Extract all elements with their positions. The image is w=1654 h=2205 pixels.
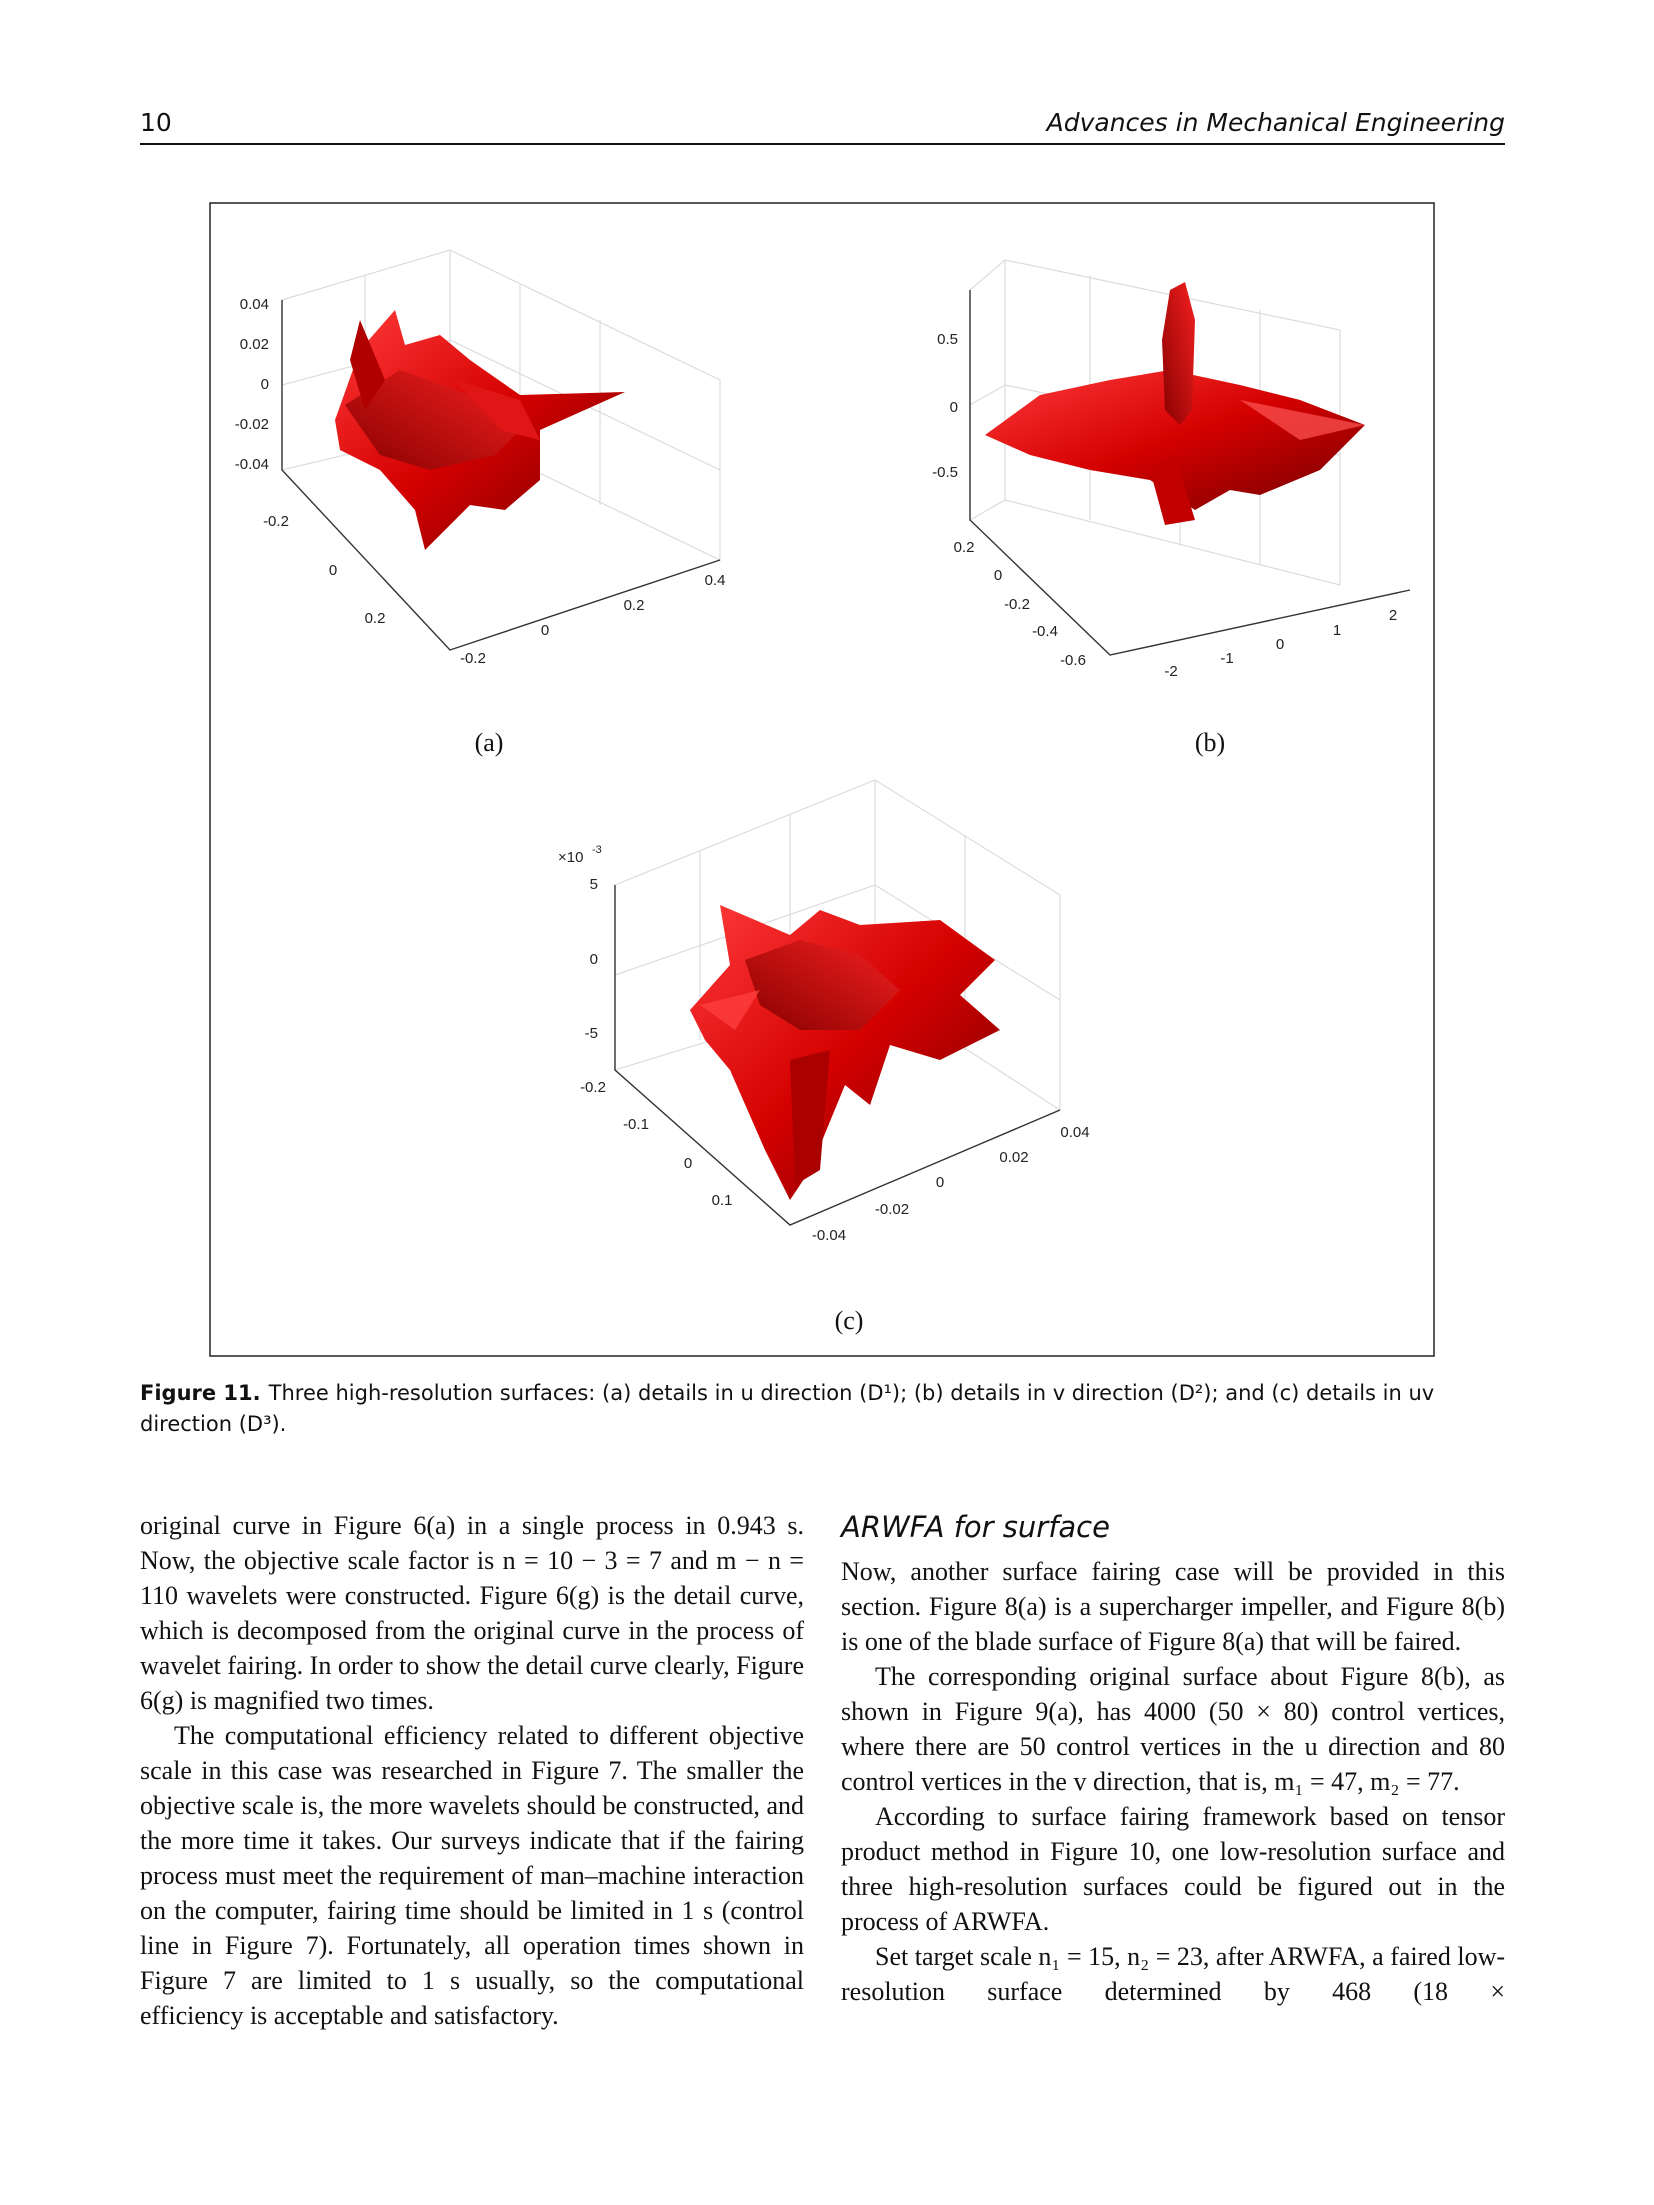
y-tick-label: 0.1 xyxy=(712,1192,733,1209)
y-tick-label: -0.2 xyxy=(580,1079,606,1096)
journal-name: Advances in Mechanical Engineering xyxy=(1046,108,1505,137)
section-heading: ARWFA for surface xyxy=(841,1510,1110,1544)
z-tick-label: -5 xyxy=(585,1025,598,1042)
figure: 0.04 0.02 0 -0.02 -0.04 -0.2 0 0.2 -0.2 … xyxy=(209,202,1435,1357)
y-tick-label: 0 xyxy=(684,1155,692,1172)
z-tick-label: -0.02 xyxy=(235,416,269,433)
y-tick-label: -0.1 xyxy=(623,1116,649,1133)
z-tick-label: -0.04 xyxy=(235,456,269,473)
figure-frame xyxy=(209,202,1435,1357)
axis-multiplier-exponent: -3 xyxy=(592,844,602,856)
panel-label: (c) xyxy=(835,1306,864,1335)
x-tick-label: -0.04 xyxy=(812,1227,846,1244)
x-tick-label: 0.2 xyxy=(624,597,645,614)
x-tick-label: 0 xyxy=(1276,636,1284,653)
z-tick-label: 0.02 xyxy=(240,336,269,353)
caption-label: Figure 11. xyxy=(140,1381,261,1405)
x-tick-label: 0.04 xyxy=(1060,1124,1089,1141)
right-column: ARWFA for surface Now, another surface f… xyxy=(841,1508,1505,2009)
paragraph: The computational efficiency related to … xyxy=(140,1721,804,2030)
paragraph: original curve in Figure 6(a) in a singl… xyxy=(140,1511,804,1715)
panel-a-plot xyxy=(281,249,721,651)
paragraph: According to surface fairing framework b… xyxy=(841,1802,1505,1936)
y-tick-label: 0.2 xyxy=(365,610,386,627)
caption-text: Three high-resolution surfaces: (a) deta… xyxy=(140,1381,1435,1436)
z-tick-label: -0.5 xyxy=(932,464,958,481)
paragraph: The corresponding original surface about… xyxy=(841,1662,1505,1796)
y-tick-label: -0.2 xyxy=(1004,596,1030,613)
x-tick-label: 0.02 xyxy=(999,1149,1028,1166)
y-tick-label: -0.2 xyxy=(263,513,289,530)
x-tick-label: 1 xyxy=(1333,622,1341,639)
panel-b-plot xyxy=(969,259,1411,656)
y-tick-label: -0.4 xyxy=(1032,623,1058,640)
y-tick-label: 0 xyxy=(994,567,1002,584)
paragraph: Now, another surface fairing case will b… xyxy=(841,1557,1505,1656)
x-tick-label: -2 xyxy=(1164,663,1177,680)
z-tick-label: 0.5 xyxy=(937,331,958,348)
figure-caption: Figure 11. Three high-resolution surfaces… xyxy=(140,1378,1505,1440)
x-tick-label: 0 xyxy=(936,1174,944,1191)
x-tick-label: -1 xyxy=(1220,650,1233,667)
y-tick-label: 0 xyxy=(329,562,337,579)
panel-label: (b) xyxy=(1195,728,1225,757)
x-tick-label: 2 xyxy=(1389,607,1397,624)
y-tick-label: -0.6 xyxy=(1060,652,1086,669)
paragraph: Set target scale n₁ = 15, n₂ = 23, after… xyxy=(841,1942,1505,2006)
x-tick-label: 0 xyxy=(541,622,549,639)
z-tick-label: 0 xyxy=(261,376,269,393)
z-tick-label: 0 xyxy=(590,951,598,968)
y-tick-label: -0.2 xyxy=(460,650,486,667)
header-rule xyxy=(140,143,1505,145)
z-tick-label: 5 xyxy=(590,876,598,893)
left-column: original curve in Figure 6(a) in a singl… xyxy=(140,1508,804,2033)
axis-multiplier: ×10 xyxy=(558,849,583,866)
x-tick-label: 0.4 xyxy=(705,572,726,589)
panel-c-plot xyxy=(614,779,1061,1226)
z-tick-label: 0 xyxy=(950,399,958,416)
panel-label: (a) xyxy=(475,728,504,757)
page-number: 10 xyxy=(140,108,172,137)
x-tick-label: -0.02 xyxy=(875,1201,909,1218)
z-tick-label: 0.04 xyxy=(240,296,269,313)
y-tick-label: 0.2 xyxy=(954,539,975,556)
